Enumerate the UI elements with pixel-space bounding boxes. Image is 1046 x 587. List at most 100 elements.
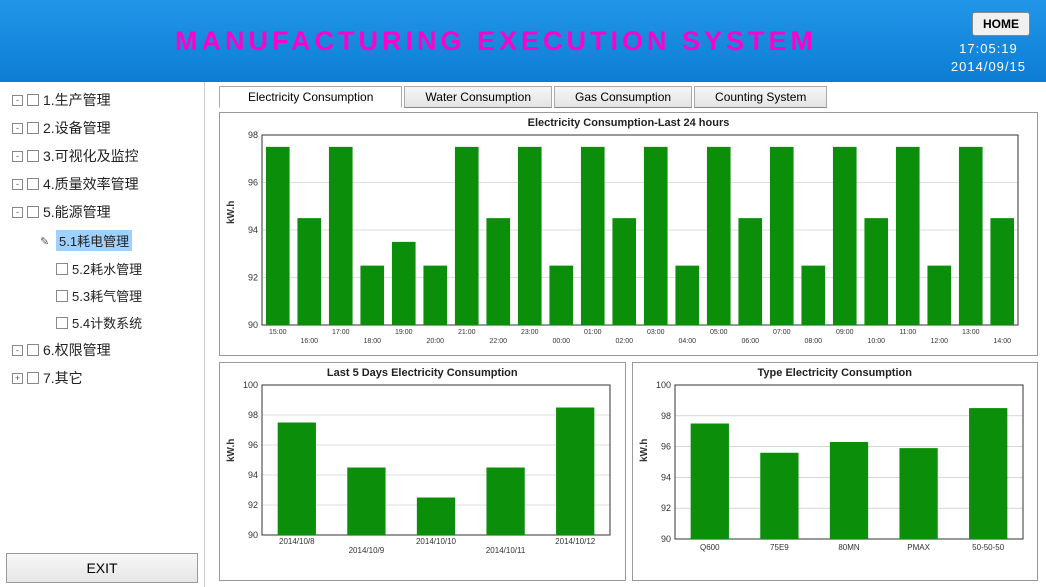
tree-label: 4.质量效率管理	[43, 174, 139, 194]
page-title: MANUFACTURING EXECUTION SYSTEM	[175, 26, 817, 57]
chart-type-ylabel: kW.h	[639, 438, 650, 461]
page-icon	[40, 290, 52, 302]
tab[interactable]: Water Consumption	[404, 86, 552, 108]
expand-icon[interactable]: -	[12, 123, 23, 134]
svg-text:98: 98	[660, 411, 670, 421]
svg-text:20:00: 20:00	[426, 338, 444, 345]
expand-icon[interactable]: -	[12, 345, 23, 356]
svg-text:2014/10/12: 2014/10/12	[555, 537, 596, 546]
svg-text:90: 90	[660, 534, 670, 544]
tree-child[interactable]: 5.3耗气管理	[6, 282, 198, 309]
svg-text:92: 92	[660, 503, 670, 513]
page-icon	[27, 372, 39, 384]
svg-text:96: 96	[248, 440, 258, 450]
tree-node[interactable]: - 6.权限管理	[6, 336, 198, 364]
page-icon	[27, 94, 39, 106]
tree-child[interactable]: ✎ 5.1耗电管理	[6, 226, 198, 255]
tree-label: 3.可视化及监控	[43, 146, 139, 166]
svg-text:2014/10/10: 2014/10/10	[416, 537, 457, 546]
expand-icon[interactable]: -	[12, 179, 23, 190]
chart-24h-title: Electricity Consumption-Last 24 hours	[226, 117, 1031, 129]
tree-label: 5.4计数系统	[72, 313, 142, 332]
page-icon	[56, 317, 68, 329]
svg-text:21:00: 21:00	[458, 329, 476, 336]
clock-time: 17:05:19	[951, 40, 1026, 58]
chart-5day-svg: 90 92 94 96 98 100 2014/10/8 2014/10/9 2014/10/1…	[226, 381, 618, 559]
tree-label: 5.3耗气管理	[72, 286, 142, 305]
svg-text:90: 90	[248, 530, 258, 540]
page-icon	[56, 290, 68, 302]
tree-child[interactable]: 5.2耗水管理	[6, 255, 198, 282]
svg-text:96: 96	[248, 178, 258, 188]
chart-type: Type Electricity Consumption kW.h 909294…	[632, 362, 1039, 581]
svg-text:05:00: 05:00	[710, 329, 728, 336]
svg-text:04:00: 04:00	[678, 338, 696, 345]
tab[interactable]: Electricity Consumption	[219, 86, 402, 108]
pencil-icon: ✎	[40, 235, 52, 247]
svg-text:09:00: 09:00	[836, 329, 854, 336]
svg-text:92: 92	[248, 500, 258, 510]
svg-text:80MN: 80MN	[838, 543, 860, 552]
svg-text:98: 98	[248, 131, 258, 140]
svg-text:23:00: 23:00	[521, 329, 539, 336]
svg-text:16:00: 16:00	[300, 338, 318, 345]
svg-text:22:00: 22:00	[489, 338, 507, 345]
chart-5day: Last 5 Days Electricity Consumption kW.h…	[219, 362, 626, 581]
svg-text:98: 98	[248, 410, 258, 420]
svg-text:94: 94	[660, 472, 670, 482]
page-icon	[56, 263, 68, 275]
tree-label: 5.1耗电管理	[56, 230, 132, 251]
tree-label: 5.能源管理	[43, 202, 111, 222]
svg-text:2014/10/8: 2014/10/8	[279, 537, 315, 546]
tree-node[interactable]: - 4.质量效率管理	[6, 170, 198, 198]
svg-text:Q600: Q600	[700, 543, 720, 552]
tree-node[interactable]: - 5.能源管理	[6, 198, 198, 226]
svg-text:01:00: 01:00	[584, 329, 602, 336]
exit-button[interactable]: EXIT	[6, 553, 198, 583]
tree-node[interactable]: - 1.生产管理	[6, 86, 198, 114]
tree-label: 6.权限管理	[43, 340, 111, 360]
page-icon	[27, 206, 39, 218]
tree-label: 1.生产管理	[43, 90, 111, 110]
svg-text:75E9: 75E9	[770, 543, 789, 552]
tree-node[interactable]: - 3.可视化及监控	[6, 142, 198, 170]
expand-icon[interactable]: -	[12, 151, 23, 162]
tree-node[interactable]: - 2.设备管理	[6, 114, 198, 142]
chart-5day-ylabel: kW.h	[226, 438, 237, 461]
svg-text:18:00: 18:00	[363, 338, 381, 345]
nav-tree: - 1.生产管理 - 2.设备管理 - 3.可视化及监控 - 4.质量效率管理 - 5.能源管理 ✎…	[6, 86, 198, 553]
chart-24h-ylabel: kW.h	[226, 201, 237, 224]
sidebar: - 1.生产管理 - 2.设备管理 - 3.可视化及监控 - 4.质量效率管理 - 5.能源管理 ✎…	[0, 82, 205, 587]
expand-icon[interactable]: -	[12, 95, 23, 106]
svg-text:12:00: 12:00	[930, 338, 948, 345]
svg-text:2014/10/9: 2014/10/9	[349, 546, 385, 555]
svg-text:06:00: 06:00	[741, 338, 759, 345]
svg-text:14:00: 14:00	[993, 338, 1011, 345]
tree-label: 2.设备管理	[43, 118, 111, 138]
page-icon	[27, 150, 39, 162]
page-icon	[27, 344, 39, 356]
svg-text:08:00: 08:00	[804, 338, 822, 345]
svg-text:100: 100	[243, 381, 258, 390]
page-icon	[40, 317, 52, 329]
expand-icon[interactable]: +	[12, 373, 23, 384]
svg-text:94: 94	[248, 470, 258, 480]
tab-bar: Electricity ConsumptionWater Consumption…	[219, 86, 1038, 108]
home-button[interactable]: HOME	[972, 12, 1030, 36]
svg-text:50-50-50: 50-50-50	[972, 543, 1005, 552]
svg-text:00:00: 00:00	[552, 338, 570, 345]
svg-text:2014/10/11: 2014/10/11	[486, 546, 526, 555]
main-panel: Electricity ConsumptionWater Consumption…	[205, 82, 1046, 587]
expand-icon[interactable]: -	[12, 207, 23, 218]
tab[interactable]: Counting System	[694, 86, 827, 108]
svg-text:19:00: 19:00	[395, 329, 413, 336]
svg-text:11:00: 11:00	[899, 329, 916, 336]
page-icon	[27, 122, 39, 134]
tree-node[interactable]: +7.其它	[6, 364, 198, 392]
tree-child[interactable]: 5.4计数系统	[6, 309, 198, 336]
tab[interactable]: Gas Consumption	[554, 86, 692, 108]
svg-text:10:00: 10:00	[867, 338, 885, 345]
clock-date: 2014/09/15	[951, 58, 1026, 76]
tree-label: 7.其它	[43, 368, 83, 388]
chart-type-svg: 9092949698100Q60075E980MNPMAX50-50-50	[639, 381, 1031, 559]
